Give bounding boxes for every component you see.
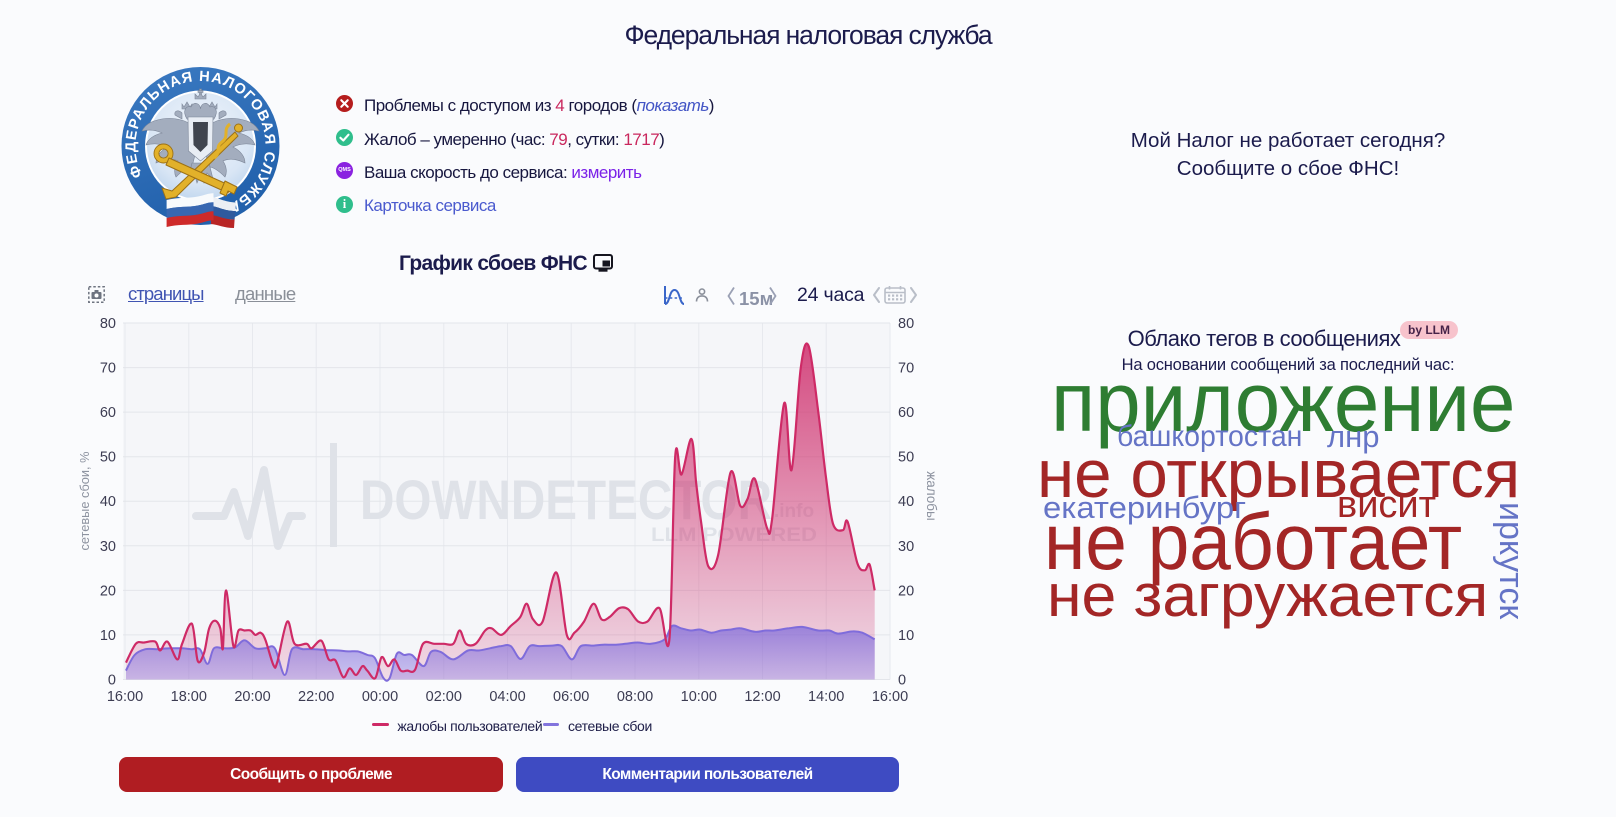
- svg-text:04:00: 04:00: [489, 689, 525, 705]
- svg-text:20: 20: [898, 583, 914, 599]
- svg-text:50: 50: [898, 450, 914, 466]
- svg-text:20: 20: [100, 583, 116, 599]
- svg-text:10: 10: [100, 628, 116, 644]
- svg-text:10: 10: [898, 628, 914, 644]
- svg-text:80: 80: [100, 316, 116, 332]
- svg-text:40: 40: [898, 494, 914, 510]
- svg-text:02:00: 02:00: [426, 689, 462, 705]
- svg-text:60: 60: [100, 405, 116, 421]
- svg-text:06:00: 06:00: [553, 689, 589, 705]
- svg-text:40: 40: [100, 494, 116, 510]
- svg-text:80: 80: [898, 316, 914, 332]
- svg-text:30: 30: [100, 539, 116, 555]
- svg-text:22:00: 22:00: [298, 689, 334, 705]
- svg-text:сетевые сбои, %: сетевые сбои, %: [77, 451, 92, 550]
- svg-text:08:00: 08:00: [617, 689, 653, 705]
- svg-text:18:00: 18:00: [171, 689, 207, 705]
- svg-text:0: 0: [898, 673, 906, 689]
- svg-text:30: 30: [898, 539, 914, 555]
- svg-text:жалобы: жалобы: [924, 471, 939, 521]
- svg-text:70: 70: [100, 361, 116, 377]
- svg-text:70: 70: [898, 361, 914, 377]
- svg-text:20:00: 20:00: [234, 689, 270, 705]
- svg-text:16:00: 16:00: [872, 689, 908, 705]
- svg-text:DOWNDETECTOR: DOWNDETECTOR: [360, 468, 772, 531]
- svg-text:10:00: 10:00: [681, 689, 717, 705]
- svg-text:60: 60: [898, 405, 914, 421]
- svg-text:0: 0: [108, 673, 116, 689]
- svg-text:12:00: 12:00: [744, 689, 780, 705]
- svg-text:50: 50: [100, 450, 116, 466]
- svg-text:14:00: 14:00: [808, 689, 844, 705]
- svg-text:00:00: 00:00: [362, 689, 398, 705]
- svg-text:16:00: 16:00: [107, 689, 143, 705]
